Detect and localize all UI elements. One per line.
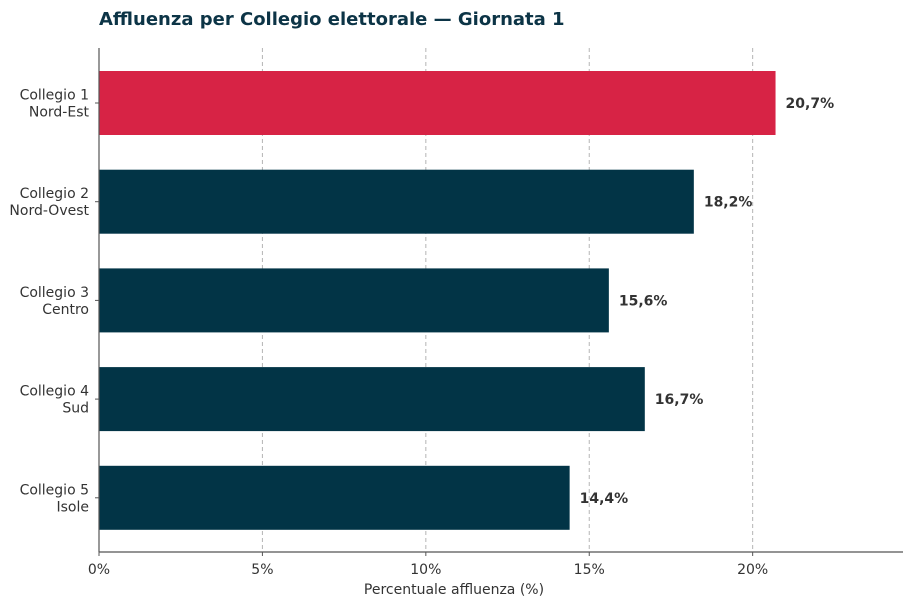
bar-4 — [99, 367, 645, 432]
x-tick-label-0: 0% — [88, 562, 110, 578]
x-tick-label-15: 15% — [574, 562, 605, 578]
category-label-1-line-2: Nord-Est — [29, 105, 90, 121]
bars — [99, 71, 776, 530]
bar-2 — [99, 169, 694, 234]
x-tick-label-5: 5% — [251, 562, 273, 578]
category-label-3-line-2: Centro — [42, 302, 89, 318]
value-label-4: 16,7% — [655, 392, 704, 408]
category-label-1-line-1: Collegio 1 — [20, 88, 89, 104]
category-label-5-line-1: Collegio 5 — [20, 482, 89, 498]
category-label-5-line-2: Isole — [57, 499, 90, 515]
category-label-2-line-1: Collegio 2 — [20, 186, 89, 202]
category-label-3-line-1: Collegio 3 — [20, 285, 89, 301]
category-label-4-line-1: Collegio 4 — [20, 384, 90, 400]
x-tick-label-20: 20% — [737, 562, 768, 578]
x-axis-title: Percentuale affluenza (%) — [364, 582, 544, 598]
category-label-4-line-2: Sud — [62, 401, 89, 417]
bar-5 — [99, 465, 570, 530]
value-label-5: 14,4% — [580, 491, 629, 507]
bar-3 — [99, 268, 609, 333]
chart-title: Affluenza per Collegio elettorale — Gior… — [99, 9, 565, 30]
value-label-1: 20,7% — [786, 96, 835, 112]
bar-1 — [99, 71, 776, 135]
x-tick-label-10: 10% — [410, 562, 441, 578]
category-label-2-line-2: Nord-Ovest — [9, 203, 89, 219]
axes — [95, 48, 903, 556]
value-label-2: 18,2% — [704, 195, 753, 211]
value-label-3: 15,6% — [619, 293, 668, 309]
